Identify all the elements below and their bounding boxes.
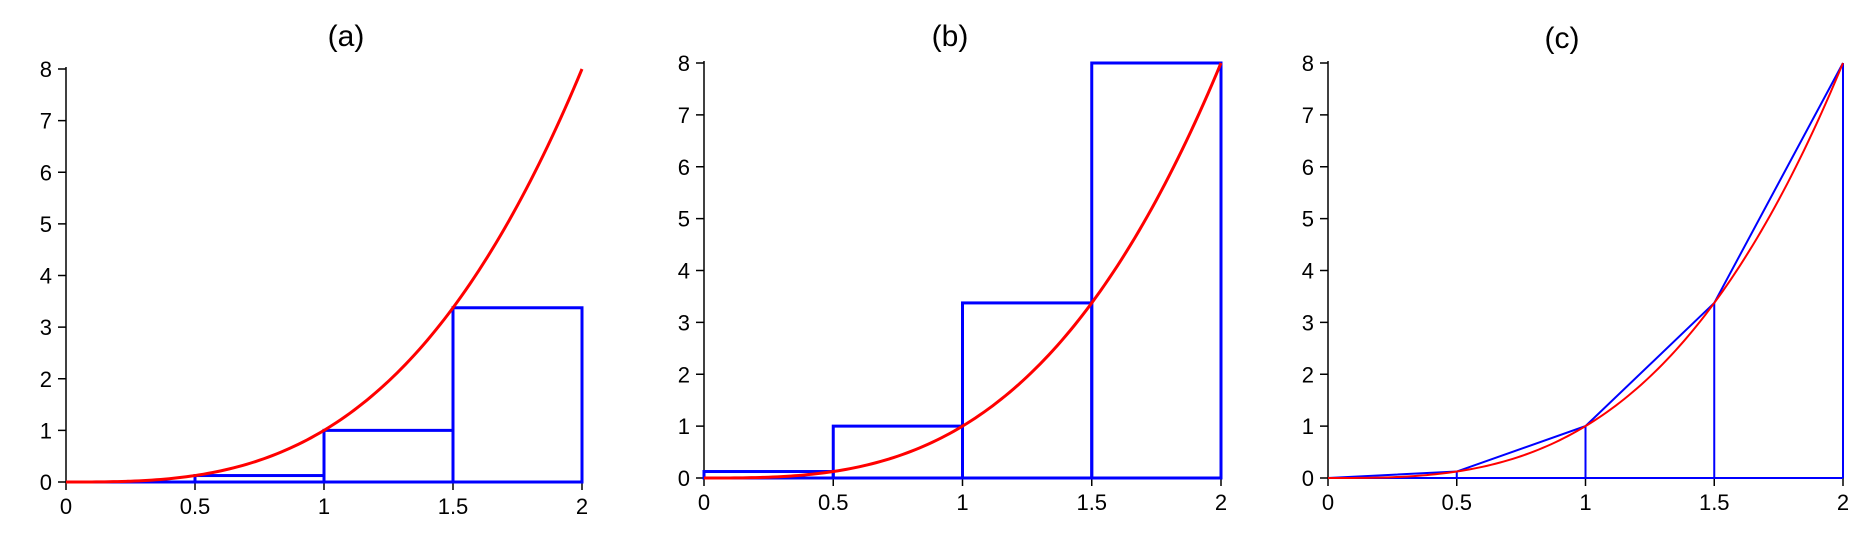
panel-b-plot: 0 1 2 3 4 5 6 7 8 0 0.5 1 1.5 2 — [678, 51, 1227, 515]
y-tick-label: 2 — [40, 367, 52, 392]
panel-c-plot: 0 1 2 3 4 5 6 7 8 0 0.5 1 1.5 2 — [1302, 51, 1849, 515]
y-tick-label: 3 — [1302, 310, 1314, 335]
panel-c: (c) 0 1 2 3 4 5 6 7 8 0 0.5 1 1.5 2 — [1302, 22, 1849, 515]
trapezoid-chords — [1327, 62, 1844, 479]
y-tick-label: 2 — [1302, 362, 1314, 387]
y-tick-label: 5 — [678, 207, 690, 232]
panel-a: (a) 0 1 2 3 4 5 6 7 8 0 0.5 1 1.5 2 — [40, 20, 588, 519]
function-curve — [704, 62, 1223, 480]
y-tick-label: 6 — [1302, 155, 1314, 180]
y-tick-label: 0 — [40, 470, 52, 495]
y-tick-label: 7 — [678, 103, 690, 128]
y-tick-label: 8 — [1302, 51, 1314, 76]
y-tick-label: 6 — [678, 155, 690, 180]
approximation-rectangle — [451, 306, 584, 484]
x-tick-label: 1.5 — [1076, 490, 1107, 515]
approximation-rectangle — [831, 424, 964, 480]
x-tick-label: 1 — [956, 490, 968, 515]
y-tick-label: 1 — [40, 418, 52, 443]
y-tick-label: 4 — [1302, 259, 1314, 284]
x-tick-label: 1 — [318, 494, 330, 519]
y-tick-label: 8 — [678, 51, 690, 76]
approximation-rectangle — [322, 428, 455, 484]
y-tick-label: 5 — [1302, 207, 1314, 232]
y-tick-label: 1 — [1302, 414, 1314, 439]
x-tick-label: 0.5 — [818, 490, 849, 515]
y-tick-label: 2 — [678, 362, 690, 387]
x-tick-label: 2 — [1837, 490, 1849, 515]
panel-b-title: (b) — [932, 20, 969, 53]
x-tick-label: 0.5 — [1441, 490, 1472, 515]
x-tick-label: 2 — [576, 494, 588, 519]
function-curve — [1328, 62, 1844, 479]
x-tick-label: 0 — [698, 490, 710, 515]
x-tick-label: 0 — [60, 494, 72, 519]
x-tick-label: 0 — [1322, 490, 1334, 515]
panel-a-title: (a) — [328, 20, 365, 53]
approximation-rectangle — [1090, 61, 1223, 480]
y-tick-label: 3 — [40, 315, 52, 340]
approximation-rectangle — [193, 474, 326, 484]
panel-b: (b) 0 1 2 3 4 5 6 7 8 0 0.5 1 1.5 2 — [678, 20, 1227, 515]
y-tick-label: 3 — [678, 310, 690, 335]
y-tick-label: 0 — [1302, 466, 1314, 491]
y-tick-label: 7 — [1302, 103, 1314, 128]
x-tick-label: 0.5 — [180, 494, 211, 519]
x-tick-label: 1.5 — [1699, 490, 1730, 515]
y-tick-label: 4 — [40, 264, 52, 289]
y-tick-label: 8 — [40, 57, 52, 82]
function-curve — [66, 68, 584, 484]
y-tick-label: 5 — [40, 212, 52, 237]
y-tick-label: 1 — [678, 414, 690, 439]
x-tick-label: 2 — [1215, 490, 1227, 515]
panel-c-title: (c) — [1545, 22, 1580, 55]
y-tick-label: 0 — [678, 466, 690, 491]
y-tick-label: 4 — [678, 259, 690, 284]
x-tick-label: 1 — [1579, 490, 1591, 515]
x-tick-label: 1.5 — [438, 494, 469, 519]
y-tick-label: 6 — [40, 160, 52, 185]
y-tick-label: 7 — [40, 109, 52, 134]
panel-a-plot: 0 1 2 3 4 5 6 7 8 0 0.5 1 1.5 2 — [40, 57, 588, 519]
